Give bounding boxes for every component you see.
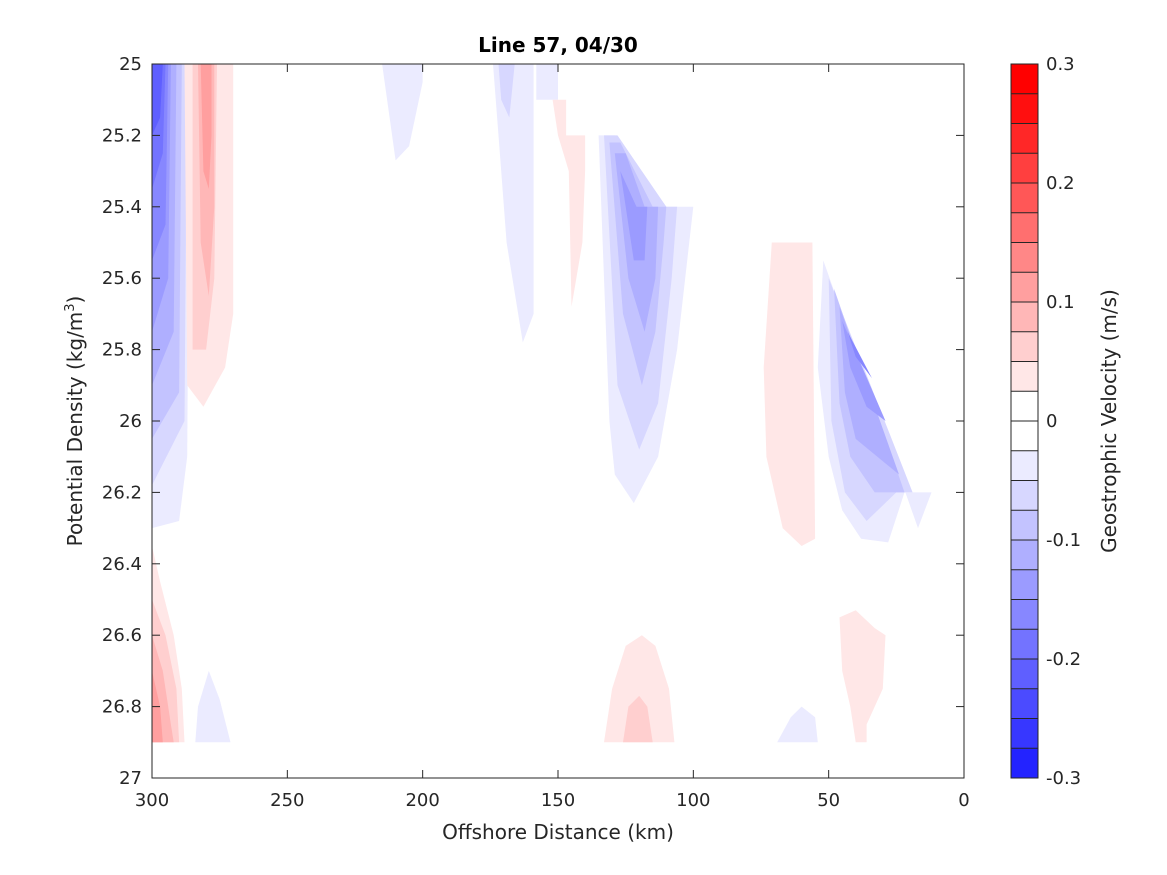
colorbar-segment bbox=[1011, 242, 1038, 273]
contour-level-1 bbox=[839, 610, 886, 743]
colorbar-segment bbox=[1011, 212, 1038, 243]
y-tick-label: 25.2 bbox=[102, 125, 142, 146]
y-tick-label: 26.8 bbox=[102, 697, 142, 718]
colorbar-segment bbox=[1011, 540, 1038, 570]
y-axis-label-main: Potential Density (kg/m bbox=[63, 312, 87, 547]
x-tick-label: 150 bbox=[541, 790, 575, 811]
y-tick-label: 27 bbox=[119, 768, 142, 789]
contour-level-5 bbox=[842, 321, 886, 421]
y-axis-label: Potential Density (kg/m3) bbox=[63, 296, 87, 547]
x-axis-label: Offshore Distance (km) bbox=[442, 820, 674, 844]
y-tick-label: 26.6 bbox=[102, 625, 142, 646]
contour-region-deep-positive-120km bbox=[604, 635, 675, 743]
contour-region-deep-positive-40km bbox=[839, 610, 886, 743]
colorbar-segment bbox=[1011, 183, 1038, 213]
y-tick-label: 25.6 bbox=[102, 268, 142, 289]
colorbar-segment bbox=[1011, 450, 1038, 481]
colorbar-tick-label: 0.3 bbox=[1046, 54, 1075, 75]
colorbar-border bbox=[1010, 63, 1039, 779]
colorbar-segment bbox=[1011, 629, 1038, 659]
colorbar-tick-label: -0.1 bbox=[1046, 530, 1081, 551]
colorbar-tick-label: 0 bbox=[1046, 411, 1057, 432]
x-axis: 300 250 200 150 100 50 0 bbox=[135, 64, 970, 811]
colorbar-segment bbox=[1011, 302, 1038, 332]
contour-region-offshore-eddy-210km bbox=[382, 64, 423, 161]
contour-level-1 bbox=[777, 706, 818, 743]
colorbar-segment bbox=[1011, 391, 1038, 421]
colorbar-segment bbox=[1011, 64, 1038, 94]
contour-region-deep-negative-60km bbox=[777, 706, 818, 743]
contour-region-positive-65km bbox=[763, 242, 816, 546]
contour-level-8 bbox=[152, 64, 163, 136]
x-tick-label: 200 bbox=[405, 790, 439, 811]
x-tick-label: 50 bbox=[817, 790, 840, 811]
colorbar-segment bbox=[1011, 272, 1038, 302]
colorbar-tick-label: -0.2 bbox=[1046, 649, 1081, 670]
contour-region-jet-120km bbox=[598, 135, 694, 504]
y-tick-label: 26.2 bbox=[102, 482, 142, 503]
colorbar-segment bbox=[1011, 688, 1038, 719]
colorbar-segment bbox=[1011, 569, 1038, 600]
contour-region-small-positive-145km bbox=[552, 99, 586, 307]
colorbar-segment bbox=[1011, 331, 1038, 362]
colorbar-segment bbox=[1011, 659, 1038, 689]
contour-region-offshore-eddy-165km bbox=[493, 64, 558, 343]
contour-region-deep-negative-275km bbox=[195, 670, 231, 743]
y-tick-label: 26.4 bbox=[102, 554, 142, 575]
contour-level-1 bbox=[382, 64, 423, 161]
contour-level-1 bbox=[493, 64, 558, 343]
colorbar-ticks: 0.3 0.2 0.1 0 -0.1 -0.2 -0.3 bbox=[1046, 54, 1081, 789]
y-axis-label-end: ) bbox=[63, 296, 87, 304]
colorbar-segment bbox=[1011, 123, 1038, 154]
x-tick-label: 250 bbox=[270, 790, 304, 811]
y-tick-label: 25.8 bbox=[102, 340, 142, 361]
colorbar-tick-label: -0.3 bbox=[1046, 768, 1081, 789]
colorbar-segment bbox=[1011, 748, 1038, 778]
x-tick-label: 0 bbox=[958, 790, 969, 811]
chart-title: Line 57, 04/30 bbox=[478, 33, 638, 57]
x-tick-label: 300 bbox=[135, 790, 169, 811]
colorbar-tick-label: 0.1 bbox=[1046, 292, 1075, 313]
contour-level-1 bbox=[552, 99, 586, 307]
colorbar-label: Geostrophic Velocity (m/s) bbox=[1097, 289, 1121, 553]
contour-region-counter-flow-280km bbox=[184, 64, 234, 407]
colorbar-segment bbox=[1011, 153, 1038, 183]
contour-level-4 bbox=[200, 64, 212, 189]
contour-level-2 bbox=[498, 64, 515, 118]
contour-level-6 bbox=[847, 331, 872, 379]
colorbar-segment bbox=[1011, 421, 1038, 451]
x-tick-label: 100 bbox=[676, 790, 710, 811]
contour-region-nearshore-jet-300km bbox=[152, 64, 190, 529]
contour-level-1 bbox=[195, 670, 231, 743]
contour-level-5 bbox=[620, 171, 648, 261]
colorbar-segment bbox=[1011, 599, 1038, 630]
contour-level-2 bbox=[623, 695, 653, 743]
colorbar bbox=[1010, 63, 1039, 779]
colorbar-segment bbox=[1011, 361, 1038, 392]
colorbar-segment bbox=[1011, 480, 1038, 511]
y-axis-label-superscript: 3 bbox=[63, 303, 78, 311]
y-axis: 25 25.2 25.4 25.6 25.8 26 26.2 26.4 26.6 26.8 27 bbox=[102, 54, 964, 789]
colorbar-segment bbox=[1011, 510, 1038, 540]
contour-level-1 bbox=[604, 635, 675, 743]
contour-region-jet-35km bbox=[817, 260, 932, 543]
colorbar-tick-label: 0.2 bbox=[1046, 173, 1075, 194]
contour-level-1 bbox=[763, 242, 816, 546]
y-tick-label: 25 bbox=[119, 54, 142, 75]
y-tick-label: 26 bbox=[119, 411, 142, 432]
y-tick-label: 25.4 bbox=[102, 197, 142, 218]
colorbar-segment bbox=[1011, 718, 1038, 749]
colorbar-segment bbox=[1011, 93, 1038, 124]
contour-layer bbox=[152, 64, 932, 743]
